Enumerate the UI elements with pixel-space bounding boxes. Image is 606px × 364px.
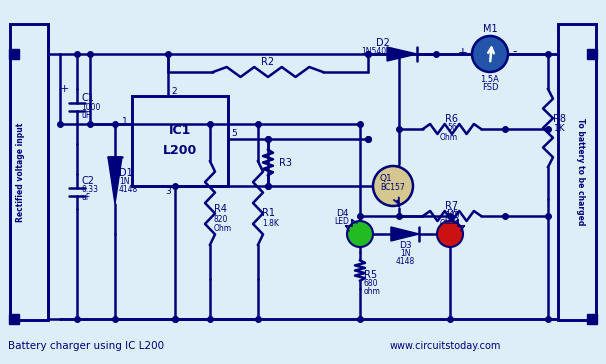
Text: 1N: 1N [400,249,410,258]
Text: 820: 820 [214,215,228,224]
Circle shape [437,221,463,247]
Text: 1000: 1000 [81,103,101,112]
Text: 56: 56 [447,123,457,132]
Text: uF: uF [81,193,90,202]
Text: R1: R1 [262,209,275,218]
Text: 1.8K: 1.8K [262,219,279,228]
Text: +: + [458,46,468,59]
Text: Battery charger using IC L200: Battery charger using IC L200 [8,341,164,351]
Text: 100: 100 [445,210,459,219]
Text: 2: 2 [171,87,176,95]
Text: 1: 1 [122,118,128,127]
Text: 1N5401: 1N5401 [361,47,391,55]
Text: LED: LED [445,218,459,226]
Text: D3: D3 [399,241,411,250]
Text: Rectified voltage input: Rectified voltage input [16,122,25,222]
Text: 0.33: 0.33 [81,186,98,194]
Polygon shape [108,157,122,204]
Bar [9,49,19,59]
Text: M1: M1 [483,24,498,34]
Text: D1: D1 [119,167,133,178]
Text: R6: R6 [445,114,459,124]
Text: -: - [512,46,516,59]
Bar [587,314,597,324]
Text: LED: LED [335,218,350,226]
Text: R5: R5 [364,270,377,280]
Text: R3: R3 [279,158,293,167]
Bar [9,314,19,324]
Text: To battery to be charged: To battery to be charged [576,118,585,226]
Text: 4148: 4148 [395,257,415,266]
Circle shape [373,166,413,206]
Text: 1K: 1K [554,124,566,133]
Circle shape [472,36,508,72]
Text: 5: 5 [231,130,237,138]
Text: D2: D2 [376,38,390,48]
Text: 1N: 1N [119,177,130,186]
Text: D4: D4 [336,210,348,218]
Bar [132,96,228,186]
Text: www.circuitstoday.com: www.circuitstoday.com [390,341,501,351]
Text: 3: 3 [165,186,171,195]
Text: uF: uF [81,111,90,119]
Text: C1: C1 [81,93,94,103]
Text: ohm: ohm [364,288,381,297]
Bar [587,49,597,59]
Polygon shape [387,47,417,61]
Text: Ohm: Ohm [214,224,232,233]
Text: R8: R8 [553,114,567,123]
Bar [558,24,596,320]
Text: R4: R4 [214,205,227,214]
Text: D5: D5 [445,210,458,218]
Text: L200: L200 [163,143,197,157]
Text: Ohm: Ohm [440,219,458,229]
Text: 1.5A: 1.5A [481,75,499,84]
Circle shape [347,221,373,247]
Bar [10,24,48,320]
Text: 4148: 4148 [119,185,138,194]
Text: 680: 680 [364,280,379,289]
Text: BC157: BC157 [380,182,405,191]
Text: IC1: IC1 [169,124,191,138]
Text: C2: C2 [81,176,94,186]
Text: FSD: FSD [482,83,498,91]
Text: +: + [59,84,69,94]
Text: R2: R2 [261,57,275,67]
Text: Q1: Q1 [380,174,393,183]
Polygon shape [391,227,419,241]
Text: Ohm: Ohm [440,132,458,142]
Text: R7: R7 [445,201,459,211]
